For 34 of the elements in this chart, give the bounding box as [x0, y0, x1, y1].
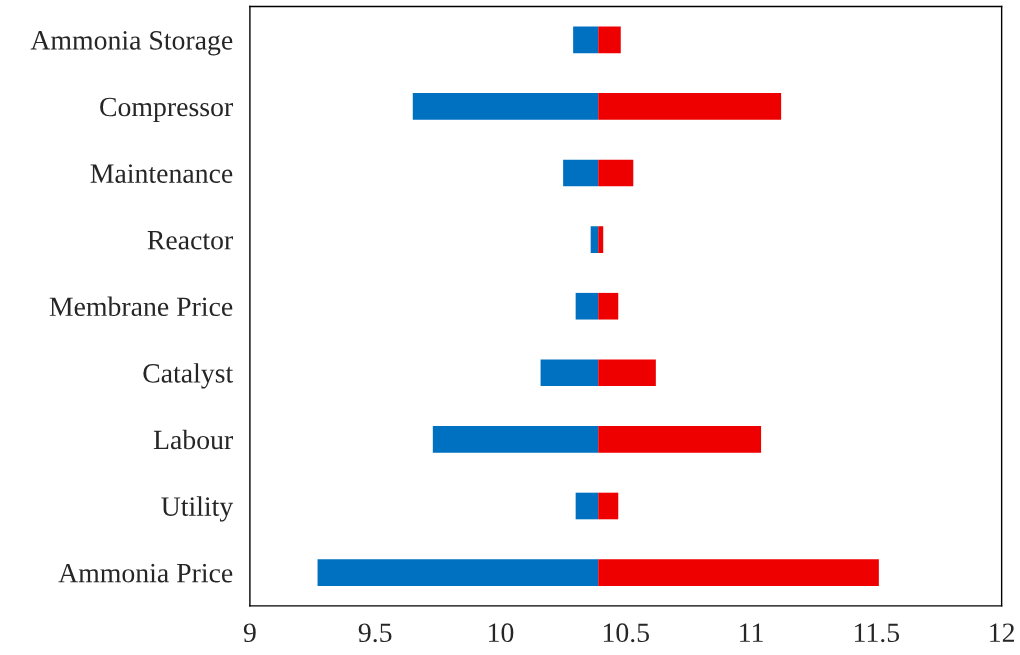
bar [598, 359, 656, 387]
bar [540, 359, 599, 387]
x-tick-label: 11 [740, 623, 763, 642]
x-tick-label: 10 [489, 623, 514, 643]
x-tick-label: 9 [243, 623, 256, 643]
bar [432, 426, 599, 453]
bar [598, 426, 762, 453]
bar [598, 492, 619, 520]
bar [598, 93, 782, 120]
y-tick-label: Labour [153, 429, 233, 450]
y-tick-label: Ammonia Storage [30, 31, 233, 56]
bar [317, 559, 599, 586]
bar [598, 292, 619, 320]
bar [412, 93, 599, 120]
bar [573, 26, 599, 54]
x-tick-label: 10.5 [603, 623, 649, 643]
y-tick-label: Ammonia Price [58, 563, 233, 583]
x-tick-label: 12 [990, 623, 1014, 642]
y-tick-label: Maintenance [90, 164, 233, 183]
y-tick-label: Catalyst [143, 363, 234, 389]
bar [598, 559, 879, 586]
bar [598, 159, 634, 187]
x-tick-label: 11.5 [855, 623, 900, 643]
y-tick-label: Utility [161, 496, 234, 522]
bar [598, 26, 621, 54]
bar [575, 292, 599, 320]
bar [598, 226, 604, 253]
y-tick-label: Membrane Price [49, 296, 233, 317]
y-tick-label: Reactor [147, 231, 233, 250]
bar [563, 159, 599, 187]
y-tick-label: Compressor [100, 97, 233, 122]
bar [590, 226, 599, 253]
x-tick-label: 9.5 [358, 623, 392, 643]
bar [575, 492, 599, 520]
